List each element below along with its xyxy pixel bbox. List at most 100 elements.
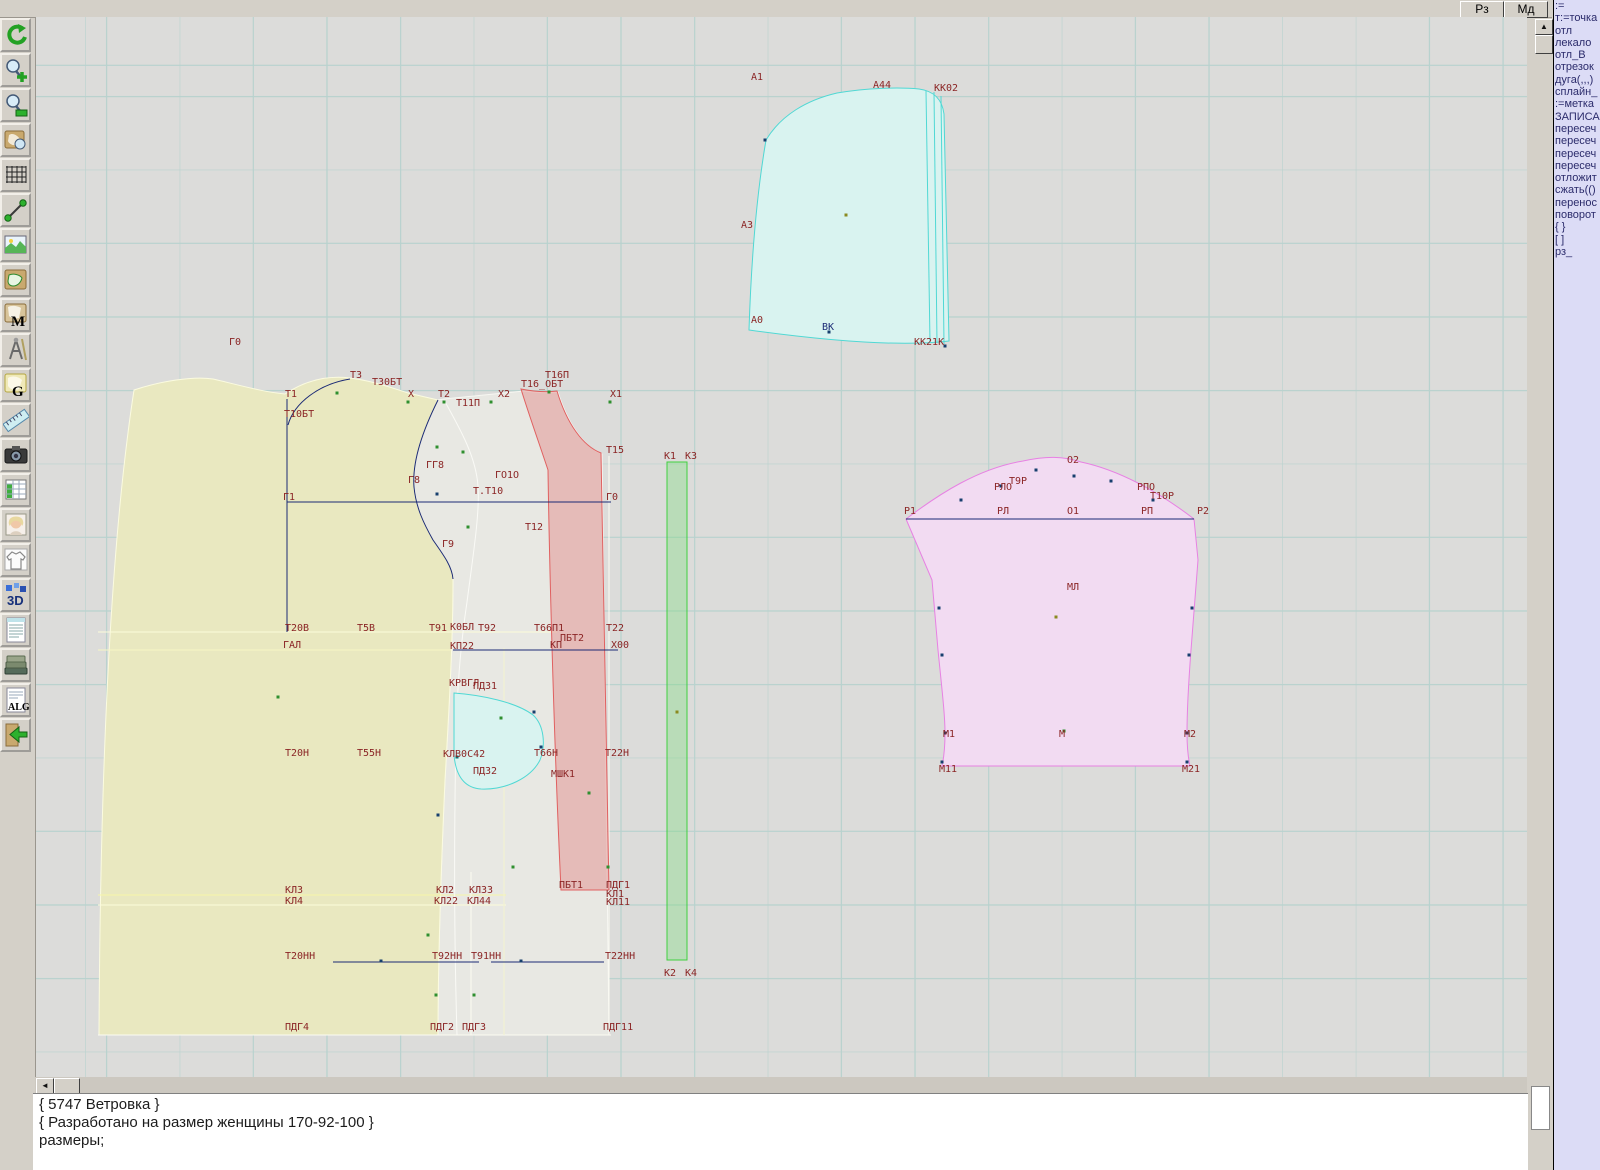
grid-icon[interactable] xyxy=(0,158,31,192)
panel-command[interactable]: сплайн_ xyxy=(1555,86,1598,99)
pattern-m-icon[interactable]: M xyxy=(0,298,31,332)
panel-command[interactable]: поворот xyxy=(1555,209,1596,222)
panel-command[interactable]: [ ] xyxy=(1555,233,1565,246)
hscroll-thumb[interactable] xyxy=(54,1078,80,1094)
3d-view-icon[interactable]: 3D xyxy=(0,578,31,612)
md-button[interactable]: Мд xyxy=(1504,1,1548,18)
panel-command[interactable]: сжать(() xyxy=(1555,184,1596,197)
reference-point xyxy=(844,213,848,217)
drawing-canvas[interactable]: А1 А44 КК02 А3 А0 ВК КК21К Г0 Т3 Т30БТ Т1 Т10БТ Х Т2 Т… xyxy=(35,17,1527,1077)
pattern-label: М21 xyxy=(1182,764,1200,775)
pattern-label: Х2 xyxy=(498,389,510,400)
hscroll-track[interactable] xyxy=(35,1077,1527,1093)
camera-icon[interactable] xyxy=(0,438,31,472)
view-piece-icon[interactable] xyxy=(0,123,31,157)
panel-command[interactable]: := xyxy=(1555,0,1565,12)
program-console[interactable]: { 5747 Ветровка } { Разработано на разме… xyxy=(33,1093,1528,1170)
pattern-label: К0БЛ xyxy=(450,622,474,633)
ruler-icon[interactable] xyxy=(0,403,31,437)
piece-hood-cyan[interactable] xyxy=(748,87,950,344)
pattern-label: Т1 xyxy=(285,389,297,400)
image-icon[interactable] xyxy=(0,228,31,262)
pattern-g-icon[interactable]: G xyxy=(0,368,31,402)
pattern-label: Т92 xyxy=(478,623,496,634)
pattern-label: Т91НН xyxy=(471,951,501,962)
pieces-icon[interactable] xyxy=(0,263,31,297)
panel-command[interactable]: :=метка xyxy=(1555,98,1595,111)
rz-button[interactable]: Рз xyxy=(1460,1,1504,18)
panel-command[interactable]: отрезок xyxy=(1555,61,1594,74)
pattern-label: КЛ44 xyxy=(467,896,491,907)
piece-pocket-cyan[interactable] xyxy=(453,692,544,790)
piece-back-yellow[interactable] xyxy=(98,376,454,1036)
panel-command[interactable]: отл_В xyxy=(1555,49,1586,62)
document-icon[interactable] xyxy=(0,613,31,647)
hscroll-left-button[interactable]: ◄ xyxy=(36,1078,54,1094)
segment-icon[interactable] xyxy=(0,193,31,227)
panel-command[interactable]: пересеч xyxy=(1555,135,1597,148)
pattern-label: КЛ33 xyxy=(469,885,493,896)
reference-point xyxy=(1034,468,1038,472)
vscroll-up-button[interactable]: ▲ xyxy=(1535,19,1553,35)
panel-command[interactable]: отложит xyxy=(1555,172,1597,185)
panel-command[interactable]: отл xyxy=(1555,24,1573,37)
reference-point xyxy=(426,933,430,937)
pattern-label: М1 xyxy=(943,729,955,740)
panel-command[interactable]: пересеч xyxy=(1555,122,1597,135)
piece-placket-red[interactable] xyxy=(520,388,610,891)
reference-point xyxy=(608,400,612,404)
panel-command[interactable]: ЗАПИСА xyxy=(1555,110,1600,123)
panel-command[interactable]: т:=точка xyxy=(1555,12,1598,25)
console-line: размеры; xyxy=(39,1132,105,1149)
hood-inner-lines xyxy=(925,90,945,345)
compass-w-icon[interactable] xyxy=(0,333,31,367)
pattern-label: ВК xyxy=(822,322,834,333)
pattern-label: РПО xyxy=(1137,482,1155,493)
zoom-out-icon[interactable] xyxy=(0,88,31,122)
table-icon[interactable] xyxy=(0,473,31,507)
panel-command[interactable]: пересеч xyxy=(1555,147,1597,160)
pattern-label: ПДГ4 xyxy=(285,1022,309,1033)
sketch-icon[interactable] xyxy=(0,543,31,577)
point-labels: А1 А44 КК02 А3 А0 ВК КК21К Г0 Т3 Т30БТ Т1 Т10БТ Х Т2 Т… xyxy=(229,72,1209,1033)
panel-command[interactable]: перенос xyxy=(1555,196,1598,209)
alg-icon[interactable]: ALG xyxy=(0,683,31,717)
pattern-label: Т10БТ xyxy=(284,409,314,420)
pattern-label: Т66Н xyxy=(534,748,558,759)
panel-command[interactable]: рз_ xyxy=(1555,245,1573,258)
pattern-label: КЛВ0С42 xyxy=(443,749,485,760)
panel-command[interactable]: лекало xyxy=(1555,36,1592,49)
pattern-label: О2 xyxy=(1067,455,1079,466)
reference-point xyxy=(434,993,438,997)
vscroll-thumb[interactable] xyxy=(1535,35,1553,54)
pattern-label: РЛ xyxy=(997,506,1009,517)
reference-point xyxy=(276,695,280,699)
pattern-label: МЛ xyxy=(1067,582,1079,593)
zoom-in-icon[interactable] xyxy=(0,53,31,87)
pattern-label: Г8 xyxy=(408,475,420,486)
reference-point xyxy=(532,710,536,714)
reference-point xyxy=(539,745,543,749)
pattern-label: К4 xyxy=(685,968,697,979)
pattern-label: Т20Н xyxy=(285,748,309,759)
reference-point xyxy=(1185,760,1189,764)
reference-point xyxy=(1109,479,1113,483)
piece-sleeve-pink[interactable] xyxy=(905,456,1199,767)
model-photo-icon[interactable] xyxy=(0,508,31,542)
panel-command[interactable]: пересеч xyxy=(1555,159,1597,172)
exit-icon[interactable] xyxy=(0,718,31,752)
reference-point xyxy=(379,959,383,963)
reference-point xyxy=(435,492,439,496)
panel-scroll-thumb[interactable] xyxy=(1531,1086,1550,1130)
undo-icon[interactable] xyxy=(0,18,31,52)
panel-command[interactable]: { } xyxy=(1555,221,1566,234)
pattern-label: Х xyxy=(408,389,414,400)
reference-point xyxy=(763,138,767,142)
pattern-label: ПБТ1 xyxy=(559,880,583,891)
panel-command[interactable]: дуга(,,,) xyxy=(1555,73,1594,86)
reference-point xyxy=(940,760,944,764)
reference-point xyxy=(959,498,963,502)
books-icon[interactable] xyxy=(0,648,31,682)
pattern-label: КЛ4 xyxy=(285,896,303,907)
